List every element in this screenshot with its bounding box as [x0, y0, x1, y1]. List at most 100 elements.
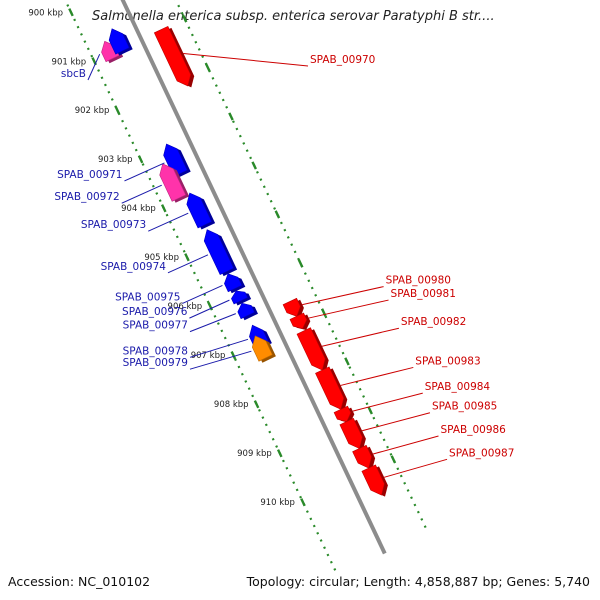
- backbone-layer: [120, 0, 387, 555]
- scale-tick-label: 907 kbp: [191, 351, 226, 361]
- gene-leader-line: [183, 52, 309, 67]
- scale-tick-label: 909 kbp: [237, 449, 272, 459]
- gene-leader-line: [383, 458, 448, 478]
- gene-leader-line: [189, 313, 236, 333]
- scale-tick-label: 904 kbp: [121, 204, 156, 214]
- major-tick: [184, 253, 190, 262]
- gene-arrow[interactable]: [231, 290, 249, 305]
- gene-arrow[interactable]: [159, 163, 187, 202]
- gene-feature[interactable]: [153, 26, 195, 88]
- major-tick: [276, 449, 283, 458]
- reverse-tick-track: [63, 0, 339, 577]
- gene-arrow[interactable]: [203, 229, 234, 276]
- major-tick: [253, 400, 260, 409]
- gene-feature[interactable]: [289, 312, 311, 330]
- gene-feature[interactable]: [339, 417, 366, 450]
- gene-arrow[interactable]: [224, 273, 243, 293]
- major-tick: [137, 155, 144, 164]
- gene-label[interactable]: SPAB_00984: [425, 381, 491, 393]
- gene-feature[interactable]: [282, 297, 304, 318]
- gene-feature[interactable]: [108, 28, 133, 56]
- major-tick: [367, 406, 373, 415]
- gene-label[interactable]: SPAB_00970: [310, 54, 375, 66]
- major-tick: [297, 259, 304, 268]
- gene-feature[interactable]: [203, 229, 238, 277]
- major-tick: [344, 357, 350, 366]
- gene-leader-line: [308, 299, 389, 319]
- gene-arrow[interactable]: [153, 26, 192, 87]
- gene-label[interactable]: SPAB_00985: [432, 401, 497, 413]
- scale-tick-label: 903 kbp: [98, 155, 133, 165]
- gene-label[interactable]: sbcB: [61, 68, 86, 80]
- major-tick: [300, 498, 306, 507]
- gene-arrow[interactable]: [186, 192, 212, 229]
- gene-label[interactable]: SPAB_00987: [449, 447, 514, 459]
- gene-label[interactable]: SPAB_00976: [122, 306, 188, 318]
- tick-layer: 900 kbp 901 kbp 902 kbp 903 kbp 904 kbp 905 k…: [28, 0, 430, 577]
- scale-tick-label: 900 kbp: [28, 8, 63, 18]
- label-layer: sbcB SPAB_00970 SPAB_00971 SPAB_00972 SPAB_0…: [54, 52, 514, 478]
- gene-label[interactable]: SPAB_00973: [81, 219, 146, 231]
- gene-feature[interactable]: [361, 464, 388, 497]
- gene-feature[interactable]: [231, 290, 252, 306]
- scale-tick-label: 905 kbp: [144, 253, 179, 263]
- major-tick: [181, 14, 188, 23]
- gene-label[interactable]: SPAB_00979: [123, 357, 188, 369]
- gene-arrow[interactable]: [108, 28, 130, 55]
- gene-label[interactable]: SPAB_00983: [415, 355, 480, 367]
- gene-feature[interactable]: [237, 302, 258, 321]
- gene-leader-line: [321, 327, 400, 347]
- gene-feature[interactable]: [186, 192, 216, 230]
- gene-arrow[interactable]: [339, 417, 363, 449]
- gene-feature[interactable]: [296, 327, 329, 372]
- gene-label[interactable]: SPAB_00978: [123, 345, 188, 357]
- gene-leader-line: [352, 392, 423, 412]
- gene-feature[interactable]: [224, 273, 246, 294]
- gene-feature[interactable]: [352, 444, 376, 470]
- gene-arrow[interactable]: [361, 464, 385, 496]
- gene-leader-line: [167, 254, 209, 274]
- gene-label[interactable]: SPAB_00986: [441, 424, 507, 436]
- gene-feature[interactable]: [333, 405, 355, 424]
- gene-leader-line: [87, 53, 101, 81]
- gene-arrow[interactable]: [315, 366, 345, 410]
- scale-tick-label: 901 kbp: [52, 57, 87, 67]
- major-tick: [390, 455, 397, 464]
- gene-label[interactable]: SPAB_00981: [391, 288, 456, 300]
- gene-label[interactable]: SPAB_00974: [101, 261, 167, 273]
- gene-arrow[interactable]: [289, 312, 308, 329]
- gene-label[interactable]: SPAB_00971: [57, 169, 122, 181]
- gene-leader-line: [182, 284, 223, 304]
- gene-leader-line: [361, 412, 431, 432]
- gene-arrow[interactable]: [251, 335, 273, 362]
- gene-label[interactable]: SPAB_00977: [123, 320, 188, 332]
- gene-label[interactable]: SPAB_00982: [401, 316, 466, 328]
- gene-leader-line: [124, 162, 165, 182]
- gene-label[interactable]: SPAB_00972: [54, 191, 119, 203]
- major-tick: [251, 161, 257, 170]
- major-tick: [68, 8, 74, 17]
- gene-arrow[interactable]: [237, 302, 255, 320]
- scale-tick-label: 902 kbp: [75, 106, 110, 116]
- major-tick: [228, 112, 234, 121]
- genome-summary: Topology: circular; Length: 4,858,887 bp…: [246, 574, 590, 589]
- major-tick: [114, 106, 121, 115]
- gene-arrow[interactable]: [296, 327, 326, 371]
- major-tick: [160, 204, 167, 213]
- scale-tick-label: 906 kbp: [168, 302, 203, 312]
- genome-title: Salmonella enterica subsp. enterica sero…: [92, 9, 495, 24]
- gene-feature[interactable]: [315, 366, 348, 411]
- gene-leader-line: [372, 435, 439, 455]
- gene-feature[interactable]: [251, 335, 276, 363]
- gene-leader-line: [340, 366, 414, 386]
- gene-leader-line: [148, 212, 189, 232]
- gene-label[interactable]: SPAB_00980: [386, 275, 451, 287]
- gene-feature[interactable]: [159, 163, 190, 203]
- gene-arrow[interactable]: [333, 405, 352, 422]
- gene-arrow[interactable]: [352, 444, 372, 469]
- gene-leader-line: [189, 338, 249, 358]
- gene-arrow[interactable]: [282, 297, 301, 317]
- gene-layer: [101, 26, 388, 497]
- gene-label[interactable]: SPAB_00975: [115, 291, 180, 303]
